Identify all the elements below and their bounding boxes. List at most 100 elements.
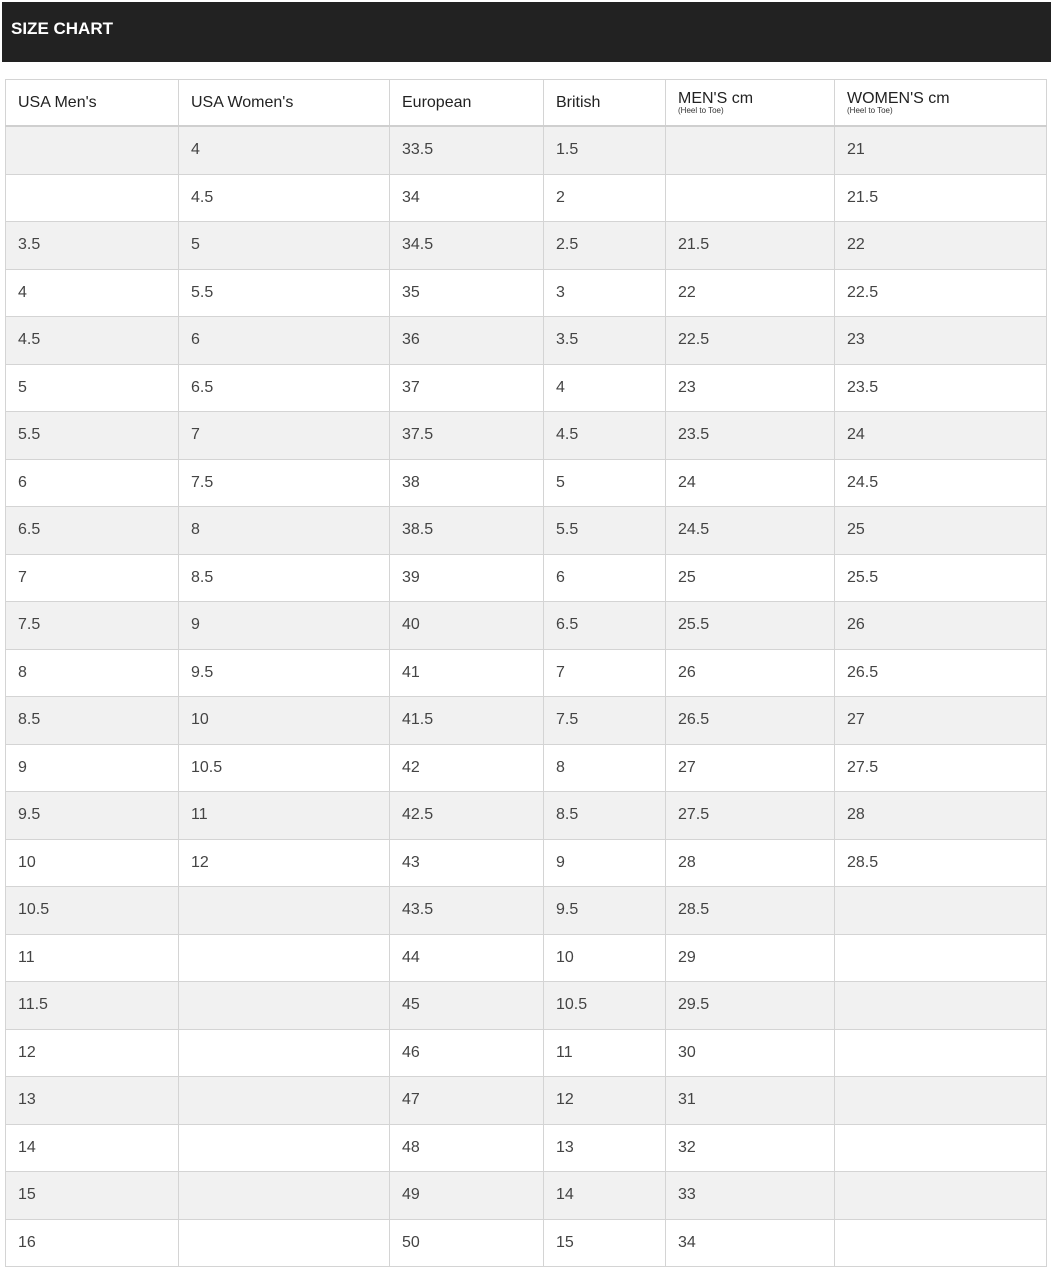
table-cell: 24.5: [665, 506, 835, 555]
column-header: WOMEN'S cm (Heel to Toe): [834, 79, 1047, 127]
table-cell: 41: [389, 648, 544, 697]
size-chart-table: USA Men's USA Women's European British MEN'S…: [5, 79, 1047, 1267]
table-cell: [665, 125, 835, 175]
table-cell: 1.5: [543, 125, 666, 175]
column-label: USA Women's: [191, 94, 294, 111]
table-cell: 22.5: [665, 316, 835, 365]
table-row: 10.5 43.5 9.5 28.5: [5, 886, 1047, 935]
table-cell: 50: [389, 1218, 544, 1267]
table-cell: 5.5: [5, 411, 179, 460]
table-cell: [178, 1028, 390, 1077]
table-cell: 25.5: [834, 553, 1047, 602]
table-cell: 27.5: [834, 743, 1047, 792]
column-header: British: [543, 79, 666, 127]
table-cell: 25: [665, 553, 835, 602]
table-cell: 15: [5, 1171, 179, 1220]
page-title: SIZE CHART: [11, 19, 113, 38]
table-cell: 25.5: [665, 601, 835, 650]
table-cell: 12: [178, 838, 390, 887]
column-label: European: [402, 94, 472, 111]
table-cell: 8.5: [5, 696, 179, 745]
table-cell: 34: [389, 173, 544, 222]
table-cell: 24: [834, 411, 1047, 460]
table-cell: 27.5: [665, 791, 835, 840]
table-cell: 21.5: [665, 221, 835, 270]
table-cell: 38: [389, 458, 544, 507]
table-row: 4.5 34 2 21.5: [5, 173, 1047, 222]
table-cell: 13: [543, 1123, 666, 1172]
table-row: 14 48 13 32: [5, 1123, 1047, 1172]
table-row: 6.5 8 38.5 5.5 24.5 25: [5, 506, 1047, 555]
table-cell: [834, 1028, 1047, 1077]
table-cell: 27: [834, 696, 1047, 745]
table-row: 15 49 14 33: [5, 1171, 1047, 1220]
table-cell: 8: [178, 506, 390, 555]
table-cell: 35: [389, 268, 544, 317]
table-cell: 11: [5, 933, 179, 982]
table-cell: 29: [665, 933, 835, 982]
table-cell: 10: [543, 933, 666, 982]
table-row: 13 47 12 31: [5, 1076, 1047, 1125]
column-label: USA Men's: [18, 94, 97, 111]
size-chart-header: SIZE CHART: [2, 2, 1051, 62]
table-cell: 4.5: [178, 173, 390, 222]
table-cell: 6: [5, 458, 179, 507]
table-row: 6 7.5 38 5 24 24.5: [5, 458, 1047, 507]
table-cell: 10.5: [543, 981, 666, 1030]
table-cell: 9.5: [5, 791, 179, 840]
column-sublabel: (Heel to Toe): [847, 105, 893, 115]
table-cell: 28.5: [834, 838, 1047, 887]
table-cell: 12: [543, 1076, 666, 1125]
table-row: 5 6.5 37 4 23 23.5: [5, 363, 1047, 412]
table-cell: [178, 981, 390, 1030]
table-cell: 14: [543, 1171, 666, 1220]
table-cell: 7: [5, 553, 179, 602]
table-cell: 37.5: [389, 411, 544, 460]
table-cell: 21.5: [834, 173, 1047, 222]
table-cell: 24.5: [834, 458, 1047, 507]
table-cell: 9: [543, 838, 666, 887]
table-cell: 3.5: [543, 316, 666, 365]
table-cell: 6.5: [178, 363, 390, 412]
table-cell: 6.5: [5, 506, 179, 555]
table-cell: [178, 1123, 390, 1172]
table-row: 16 50 15 34: [5, 1218, 1047, 1267]
column-sublabel: (Heel to Toe): [678, 105, 724, 115]
table-cell: [178, 933, 390, 982]
table-cell: 42.5: [389, 791, 544, 840]
table-cell: 13: [5, 1076, 179, 1125]
table-row: 8 9.5 41 7 26 26.5: [5, 648, 1047, 697]
table-cell: 40: [389, 601, 544, 650]
table-cell: 25: [834, 506, 1047, 555]
table-cell: [834, 1076, 1047, 1125]
table-cell: 11.5: [5, 981, 179, 1030]
table-cell: 23.5: [665, 411, 835, 460]
table-cell: 16: [5, 1218, 179, 1267]
table-cell: 10.5: [5, 886, 179, 935]
table-cell: 14: [5, 1123, 179, 1172]
table-cell: 28: [665, 838, 835, 887]
table-cell: 12: [5, 1028, 179, 1077]
table-cell: 9.5: [178, 648, 390, 697]
table-cell: 32: [665, 1123, 835, 1172]
table-cell: 5: [178, 221, 390, 270]
table-cell: 4: [178, 125, 390, 175]
column-header: MEN'S cm (Heel to Toe): [665, 79, 835, 127]
column-label: British: [556, 94, 601, 111]
table-cell: 10.5: [178, 743, 390, 792]
table-cell: 30: [665, 1028, 835, 1077]
table-cell: 3.5: [5, 221, 179, 270]
table-row: 3.5 5 34.5 2.5 21.5 22: [5, 221, 1047, 270]
column-header: USA Women's: [178, 79, 390, 127]
table-cell: 41.5: [389, 696, 544, 745]
table-cell: 29.5: [665, 981, 835, 1030]
table-cell: 4: [543, 363, 666, 412]
table-cell: 22: [834, 221, 1047, 270]
table-row: 10 12 43 9 28 28.5: [5, 838, 1047, 887]
table-cell: 23.5: [834, 363, 1047, 412]
table-cell: 4.5: [5, 316, 179, 365]
table-cell: 36: [389, 316, 544, 365]
table-cell: 5.5: [178, 268, 390, 317]
table-cell: 48: [389, 1123, 544, 1172]
table-cell: [178, 886, 390, 935]
